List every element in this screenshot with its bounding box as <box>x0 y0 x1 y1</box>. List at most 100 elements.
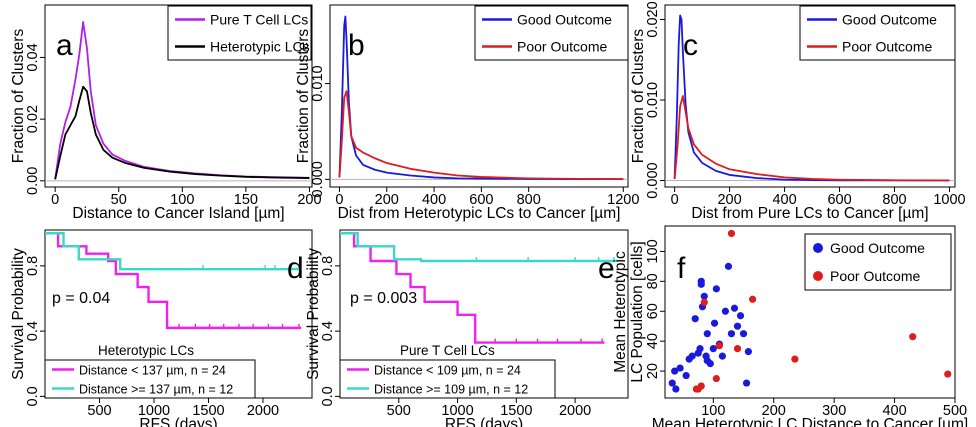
legend-box <box>44 359 256 399</box>
scatter-point <box>909 333 917 341</box>
x-tick-label: 600 <box>469 192 493 208</box>
series-line <box>673 95 950 182</box>
y-tick-label: 0.0 <box>320 386 336 406</box>
plot-frame <box>44 4 313 188</box>
y-axis-label: Mean Heterotypic <box>612 251 629 373</box>
x-tick-label: 500 <box>943 403 967 419</box>
x-axis-label: Dist from Pure LCs to Cancer [µm] <box>691 205 928 222</box>
y-axis-label: Survival Probability <box>10 248 27 380</box>
y-axis-label: LC Population [cells] <box>629 241 646 382</box>
y-axis-label: Fraction of Clusters <box>295 29 312 164</box>
y-tick-label: 0.0 <box>25 386 41 406</box>
scatter-point <box>696 345 704 353</box>
scatter-point <box>691 315 699 323</box>
x-tick-label: 2000 <box>247 403 279 419</box>
legend-label: Good Outcome <box>842 12 937 28</box>
scatter-point <box>676 364 684 372</box>
scatter-point <box>703 357 711 365</box>
y-tick-label: 80 <box>645 273 661 289</box>
panel-letter: d <box>287 252 304 285</box>
x-axis-label: Mean Heterotypic LC Distance to Cancer [… <box>652 416 968 427</box>
plot-frame <box>664 225 956 399</box>
x-tick-label: 150 <box>234 192 258 208</box>
y-tick-label: 0.4 <box>25 321 41 341</box>
y-tick-label: 0.020 <box>645 1 661 37</box>
legend-label: Good Outcome <box>517 12 612 28</box>
x-tick-label: 2000 <box>559 403 591 419</box>
x-tick-label: 400 <box>772 192 796 208</box>
y-tick-label: 60 <box>645 303 661 319</box>
panel-letter: e <box>598 252 615 285</box>
scatter-point <box>712 285 720 293</box>
x-tick-label: 100 <box>170 192 194 208</box>
scatter-point <box>697 382 705 390</box>
scatter-point <box>733 322 742 330</box>
survival-curve <box>45 232 302 271</box>
legend-label: Pure T Cell LCs <box>210 12 308 28</box>
y-tick-label: 0.04 <box>25 43 41 71</box>
panel-letter: a <box>56 29 73 62</box>
series-line <box>673 14 950 182</box>
x-axis-label: RFS (days) <box>139 416 217 427</box>
scatter-point <box>671 367 679 375</box>
legend-label: Heterotypic LCs <box>210 39 310 55</box>
x-tick-label: 1000 <box>441 403 473 419</box>
scatter-point <box>724 262 733 270</box>
panel-b: 0 200 400 600 800 1200 0.000 0.010 Dist from Het… <box>295 4 639 222</box>
panel-e: 500 1000 1500 2000 0.0 0.4 0.8 RFS (days) Surviv… <box>305 229 629 427</box>
series-line <box>338 90 624 180</box>
x-tick-label: 200 <box>297 192 321 208</box>
scatter-point <box>744 348 752 356</box>
scatter-point <box>668 379 676 387</box>
scatter-point <box>709 345 717 353</box>
y-axis-label: Fraction of Clusters <box>10 29 27 164</box>
x-tick-label: 200 <box>375 192 399 208</box>
survival-curve <box>340 232 618 263</box>
scatter-point <box>703 330 711 338</box>
legend-box <box>799 5 956 61</box>
x-tick-label: 400 <box>882 403 906 419</box>
x-tick-label: 1000 <box>933 192 965 208</box>
legend-label: Distance >= 137 µm, n = 12 <box>79 383 233 397</box>
plot-frame <box>329 4 629 188</box>
scatter-point <box>700 292 708 300</box>
scatter-point <box>672 385 680 393</box>
x-tick-label: 100 <box>701 403 725 419</box>
legend-box <box>167 5 312 61</box>
scatter-point <box>688 352 696 360</box>
x-tick-label: 1200 <box>607 192 639 208</box>
y-tick-label: 0.02 <box>25 105 41 133</box>
panel-a: 0 50 100 150 200 0.00 0.02 0.04 Distance to Canc… <box>10 4 322 222</box>
panel-d: 500 1000 1500 2000 0.0 0.4 0.8 RFS (days) Surviv… <box>10 229 313 427</box>
panel-letter: c <box>683 29 698 62</box>
y-tick-label: 0.000 <box>310 161 326 197</box>
x-tick-label: 200 <box>762 403 786 419</box>
y-tick-label: 0.010 <box>310 65 326 101</box>
y-tick-label: 0.010 <box>645 82 661 118</box>
legend-label: Good Outcome <box>830 240 925 256</box>
legend-box <box>474 5 629 61</box>
scatter-point <box>721 307 730 315</box>
legend-box <box>339 359 556 399</box>
scatter-point <box>791 355 799 363</box>
legend-label: Poor Outcome <box>517 39 607 55</box>
panel-letter: f <box>677 252 686 285</box>
scatter-point <box>727 330 736 338</box>
scatter-point <box>733 345 742 353</box>
survival-curve <box>45 232 302 330</box>
series-line <box>338 15 624 181</box>
scatter-point <box>736 312 745 320</box>
scatter-point <box>712 374 720 383</box>
x-tick-label: 1500 <box>192 403 224 419</box>
scatter-point <box>697 280 705 288</box>
x-tick-label: 600 <box>827 192 851 208</box>
p-value-annotation: p = 0.003 <box>350 290 417 307</box>
legend-label: Distance < 137 µm, n = 24 <box>79 364 226 378</box>
x-tick-label: 300 <box>822 403 846 419</box>
legend-label: Distance < 109 µm, n = 24 <box>374 364 521 378</box>
scatter-point <box>682 371 690 380</box>
y-tick-label: 100 <box>645 239 661 263</box>
legend-label: Poor Outcome <box>842 39 932 55</box>
x-tick-label: 800 <box>882 192 906 208</box>
